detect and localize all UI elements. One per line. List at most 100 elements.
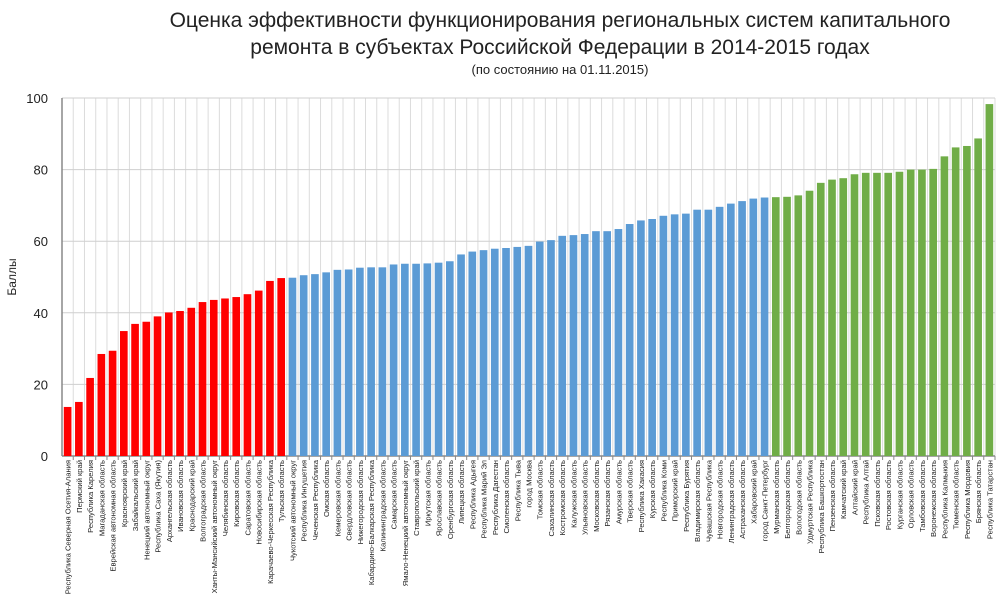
y-tick-label: 80: [34, 163, 48, 178]
x-tick-label: Калужская область: [569, 460, 578, 528]
bar: [243, 294, 252, 456]
x-tick-label: Тульская область: [277, 460, 286, 522]
chart-title-line-1: Оценка эффективности функционирования ре…: [169, 9, 951, 32]
bar: [637, 220, 645, 456]
bar: [873, 172, 881, 456]
x-tick-label: Республика Северная Осетия-Алания: [64, 460, 73, 594]
x-tick-label: Республика Алтай: [862, 460, 871, 525]
x-tick-label: Томская область: [536, 460, 545, 519]
x-tick-label: Ставропольский край: [412, 460, 421, 536]
bar: [502, 248, 510, 456]
bar: [749, 198, 758, 456]
bar: [715, 206, 724, 456]
bar: [120, 331, 128, 456]
x-tick-label: Рязанская область: [603, 460, 612, 527]
x-tick-label: Забайкальский край: [131, 460, 140, 531]
x-tick-label: Чеченская Республика: [311, 459, 320, 540]
x-tick-label: Приморский край: [671, 460, 680, 521]
bar: [580, 234, 589, 456]
bar: [648, 219, 656, 456]
bar: [951, 147, 960, 457]
bar: [558, 235, 567, 456]
x-tick-label: Псковская область: [873, 460, 882, 527]
bar: [895, 171, 904, 457]
x-tick-label: Омская область: [322, 460, 331, 517]
x-tick-label: Иркутская область: [423, 460, 432, 526]
x-tick-label: Ханты-Мансийский автономный округ: [210, 460, 219, 594]
bar: [513, 246, 522, 456]
bar: [816, 182, 825, 456]
x-tick-label: Челябинская область: [221, 460, 230, 536]
bar: [266, 280, 274, 456]
bar: [603, 231, 612, 456]
bar: [356, 267, 364, 456]
x-tick-label: Хабаровский край: [749, 460, 758, 524]
x-tick-label: Курская область: [648, 460, 657, 518]
x-tick-label: Магаданская область: [97, 460, 106, 536]
bar: [412, 263, 420, 456]
x-tick-label: Еврейская автономная область: [109, 460, 118, 572]
y-tick-label: 100: [26, 91, 48, 106]
x-tick-label: Республика Татарстан: [985, 460, 994, 539]
x-tick-label: Республика Мордовия: [963, 460, 972, 539]
bar: [445, 261, 454, 456]
y-axis-label: Баллы: [5, 258, 19, 295]
bar: [727, 203, 735, 456]
bar: [805, 190, 814, 457]
x-tick-label: Ненецкий автономный округ: [142, 460, 151, 560]
bar: [333, 269, 342, 456]
bar: [232, 297, 241, 456]
x-tick-label: Амурская область: [614, 460, 623, 524]
bar: [783, 196, 791, 457]
x-tick-label: Липецкая область: [457, 460, 466, 524]
bar: [850, 174, 859, 456]
x-tick-label: Республика Башкортостан: [817, 460, 826, 553]
bar: [434, 262, 443, 456]
x-tick-label: Ленинградская область: [727, 460, 736, 543]
x-tick-label: Орловская область: [907, 460, 916, 528]
x-tick-label: Ивановская область: [176, 460, 185, 532]
x-tick-label: Краснодарский край: [187, 460, 196, 532]
y-tick-label: 40: [34, 306, 48, 321]
bar: [367, 267, 375, 456]
x-tick-label: Пермский край: [75, 460, 84, 513]
x-tick-label: город Москва: [525, 459, 534, 507]
bar: [839, 178, 848, 456]
bar: [311, 274, 319, 456]
x-tick-label: Карачаево-Черкесская Республика: [266, 459, 275, 584]
bar: [97, 353, 106, 456]
bar: [401, 263, 409, 456]
bar: [187, 307, 196, 456]
y-tick-label: 20: [34, 377, 48, 392]
x-tick-label: Курганская область: [895, 460, 904, 529]
x-tick-label: Республика Хакасия: [637, 460, 646, 532]
bar: [288, 277, 297, 456]
x-tick-label: Тамбовская область: [918, 460, 927, 532]
bar: [254, 290, 263, 456]
x-tick-label: Ярославская область: [435, 460, 444, 536]
bar: [378, 267, 387, 456]
x-tick-label: Нижегородская область: [356, 460, 365, 544]
x-tick-label: Республика Ингушетия: [300, 460, 309, 541]
bar: [625, 224, 634, 456]
x-tick-label: Республика Дагестан: [491, 460, 500, 535]
bar: [479, 250, 488, 456]
bar: [918, 169, 926, 456]
x-tick-label: Воронежская область: [929, 460, 938, 537]
bar: [209, 299, 218, 456]
bar: [704, 209, 713, 456]
bar: [974, 138, 982, 457]
bar: [963, 145, 971, 457]
bar: [828, 179, 836, 456]
bar: [468, 251, 477, 456]
bar: [940, 156, 949, 456]
bar: [614, 229, 623, 456]
bar: [63, 406, 72, 456]
y-tick-label: 60: [34, 234, 48, 249]
x-tick-label: Ямало-Ненецкий автономный округ: [401, 460, 410, 586]
chart-subtitle: (по состоянию на 01.11.2015): [471, 62, 649, 77]
x-tick-label: Кировская область: [232, 460, 241, 527]
x-tick-label: город Санкт-Петербург: [761, 460, 770, 541]
x-tick-label: Республика Калмыкия: [940, 460, 949, 539]
